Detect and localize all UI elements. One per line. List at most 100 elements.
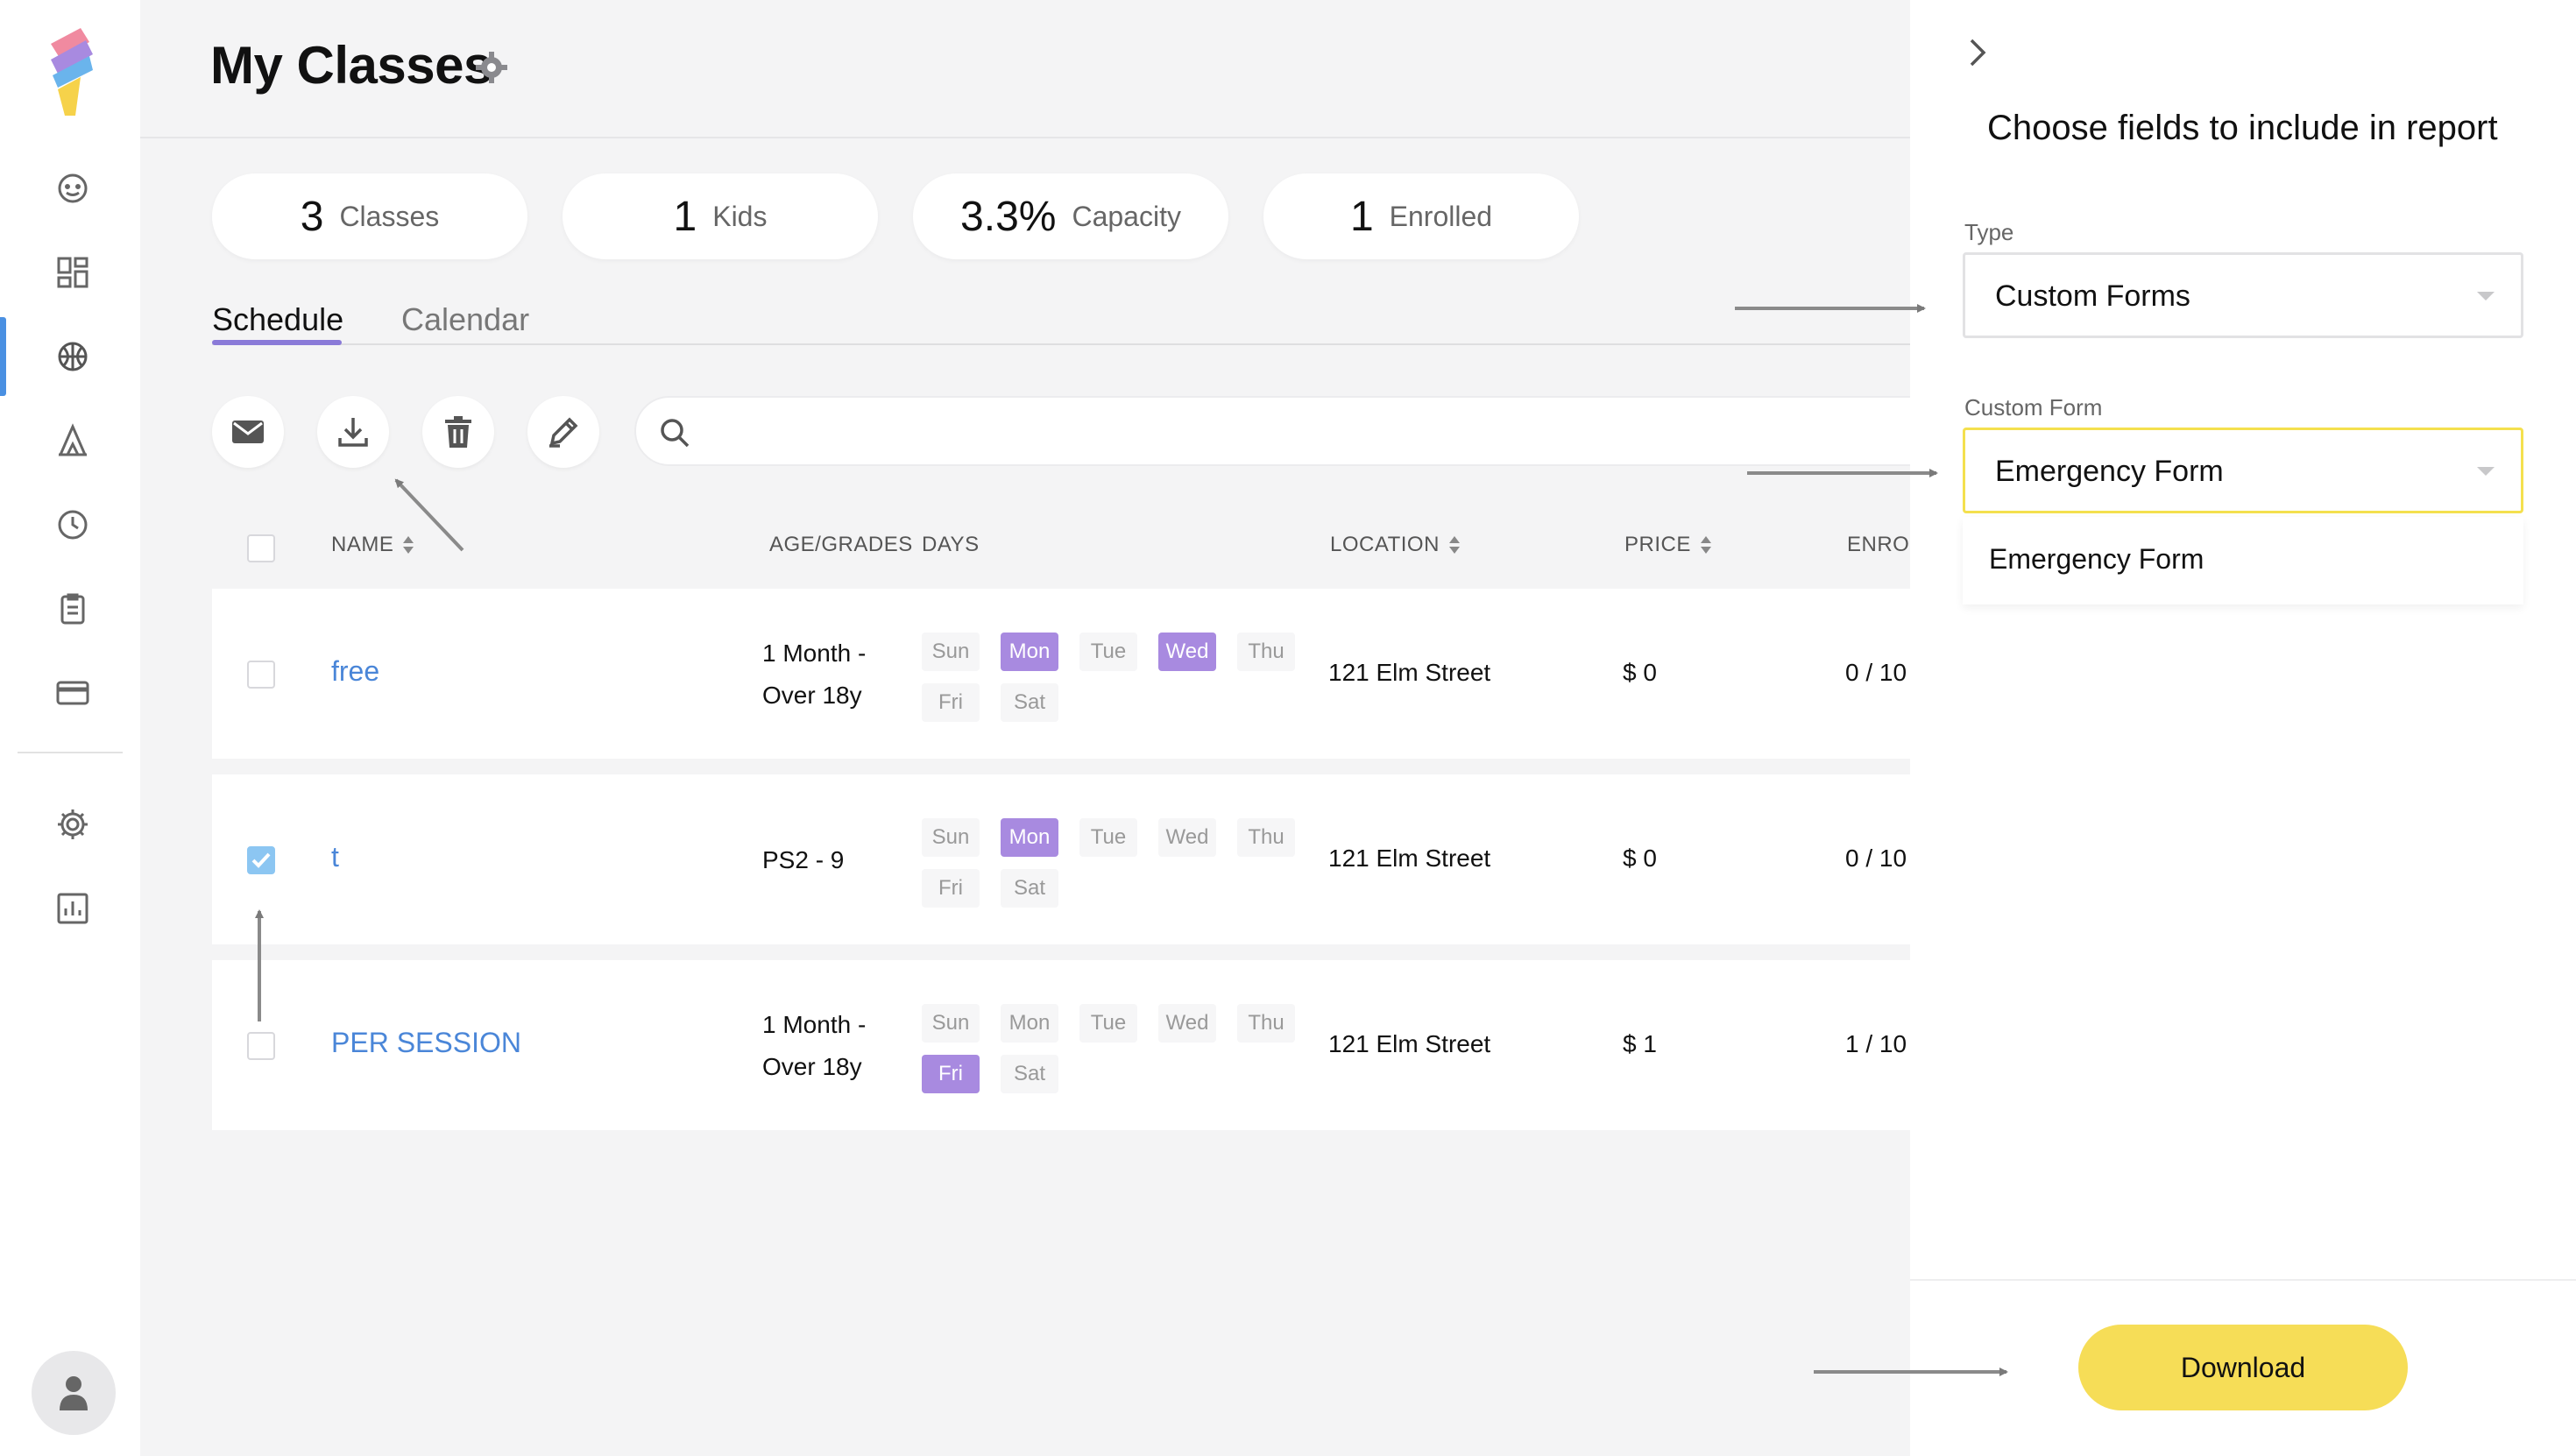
nav-clock-icon[interactable] <box>49 501 96 548</box>
search-bar[interactable] <box>634 396 1949 466</box>
price: $ 1 <box>1623 1030 1657 1057</box>
day-chip-wed: Wed <box>1158 1004 1216 1043</box>
type-select[interactable]: Custom Forms <box>1963 252 2523 338</box>
tab-calendar[interactable]: Calendar <box>401 301 530 337</box>
user-avatar[interactable] <box>32 1351 116 1435</box>
class-name-link[interactable]: t <box>331 841 339 873</box>
dropdown-option[interactable]: Emergency Form <box>1963 517 2523 604</box>
page-header: My Classes <box>140 0 1910 138</box>
column-header-name-label: NAME <box>331 533 394 556</box>
sort-icon <box>403 536 414 554</box>
class-settings-gear-icon[interactable] <box>475 51 508 84</box>
age-grades-line: Over 18y <box>762 682 862 709</box>
day-chip-wed: Wed <box>1158 818 1216 857</box>
download-icon <box>338 418 368 447</box>
day-chip-mon: Mon <box>1001 1004 1058 1043</box>
select-all-checkbox[interactable] <box>247 534 275 562</box>
tabs-divider <box>212 343 1910 345</box>
nav-camps-icon[interactable] <box>49 417 96 464</box>
sort-icon <box>1448 536 1460 554</box>
nav-active-indicator <box>0 317 6 396</box>
envelope-icon <box>232 421 264 443</box>
close-panel-chevron-icon[interactable] <box>1968 37 1987 68</box>
stat-classes-label: Classes <box>339 200 440 232</box>
stat-kids: 1 Kids <box>563 173 878 259</box>
table-row[interactable] <box>212 960 1910 1130</box>
table-row[interactable] <box>212 774 1910 944</box>
nav-clipboard-icon[interactable] <box>49 585 96 633</box>
price: $ 0 <box>1623 659 1657 686</box>
nav-settings-icon[interactable] <box>49 801 96 848</box>
day-chip-thu: Thu <box>1237 1004 1295 1043</box>
day-chip-sat: Sat <box>1001 869 1058 908</box>
stat-capacity: 3.3% Capacity <box>913 173 1228 259</box>
column-header-location[interactable]: LOCATION <box>1330 533 1461 557</box>
day-chip-tue: Tue <box>1079 1004 1137 1043</box>
day-chip-sat: Sat <box>1001 683 1058 722</box>
nav-dashboard-icon[interactable] <box>49 249 96 296</box>
class-name-link[interactable]: free <box>331 655 380 687</box>
column-header-age: AGE/GRADES <box>769 533 913 557</box>
delete-button[interactable] <box>422 396 494 468</box>
stat-classes: 3 Classes <box>212 173 527 259</box>
nav-kids-icon[interactable] <box>49 165 96 212</box>
nav-divider <box>18 752 123 753</box>
page-title: My Classes <box>210 36 492 95</box>
app-logo[interactable] <box>46 25 98 116</box>
stat-kids-label: Kids <box>712 200 768 232</box>
day-chip-thu: Thu <box>1237 633 1295 671</box>
day-chip-tue: Tue <box>1079 818 1137 857</box>
age-grades-line: 1 Month - <box>762 640 867 667</box>
search-input[interactable] <box>706 406 1849 457</box>
column-header-age-label: AGE/GRADES <box>769 533 913 556</box>
panel-footer-divider <box>1910 1279 2576 1281</box>
tab-schedule[interactable]: Schedule <box>212 301 344 337</box>
age-grades-line: 1 Month - <box>762 1011 867 1038</box>
row-checkbox[interactable] <box>247 661 275 689</box>
class-name-link[interactable]: PER SESSION <box>331 1027 521 1058</box>
price: $ 0 <box>1623 845 1657 872</box>
enrollment: 1 / 10 <box>1845 1030 1907 1057</box>
download-csv-button[interactable] <box>317 396 389 468</box>
column-header-enrolled-label: ENROI <box>1847 533 1916 556</box>
column-header-enrolled[interactable]: ENROI <box>1847 533 1916 557</box>
type-select-value: Custom Forms <box>1995 279 2190 313</box>
stat-enrolled: 1 Enrolled <box>1263 173 1579 259</box>
enrollment: 0 / 10 <box>1845 659 1907 686</box>
download-button[interactable]: Download <box>2078 1325 2408 1410</box>
day-chip-fri: Fri <box>922 869 980 908</box>
day-chip-sun: Sun <box>922 818 980 857</box>
table-row[interactable] <box>212 589 1910 759</box>
column-header-price-label: PRICE <box>1624 533 1691 556</box>
custom-form-select-value: Emergency Form <box>1995 455 2224 488</box>
dropdown-option-label: Emergency Form <box>1989 543 2204 575</box>
column-header-price[interactable]: PRICE <box>1624 533 1712 557</box>
age-grades: PS2 - 9 <box>762 839 844 881</box>
day-chip-wed: Wed <box>1158 633 1216 671</box>
row-checkbox[interactable] <box>247 1032 275 1060</box>
custom-form-select[interactable]: Emergency Form <box>1963 428 2523 513</box>
day-chip-thu: Thu <box>1237 818 1295 857</box>
tab-active-underline <box>212 340 342 345</box>
nav-classes-icon[interactable] <box>49 333 96 380</box>
search-icon <box>659 417 690 449</box>
day-chip-fri: Fri <box>922 683 980 722</box>
stat-enrolled-label: Enrolled <box>1389 200 1493 232</box>
trash-icon <box>445 416 471 448</box>
panel-title: Choose fields to include in report <box>1987 109 2498 147</box>
enrollment: 0 / 10 <box>1845 845 1907 872</box>
nav-billing-icon[interactable] <box>49 669 96 717</box>
left-nav <box>0 0 140 1456</box>
nav-reports-icon[interactable] <box>49 885 96 932</box>
column-header-name[interactable]: NAME <box>331 533 414 557</box>
edit-button[interactable] <box>527 396 599 468</box>
age-grades: 1 Month - Over 18y <box>762 633 866 717</box>
email-button[interactable] <box>212 396 284 468</box>
day-chip-mon: Mon <box>1001 633 1058 671</box>
day-chip-tue: Tue <box>1079 633 1137 671</box>
location: 121 Elm Street <box>1328 659 1491 686</box>
row-checkbox[interactable] <box>247 846 275 874</box>
stat-classes-value: 3 <box>300 193 324 240</box>
stat-kids-value: 1 <box>673 193 697 240</box>
age-grades: 1 Month - Over 18y <box>762 1004 866 1088</box>
